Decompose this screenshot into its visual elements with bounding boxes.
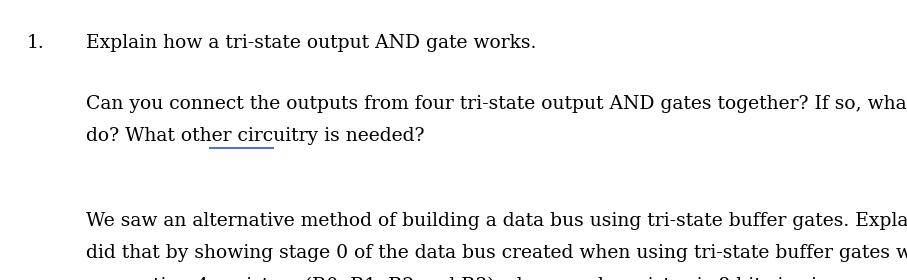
Text: do? What other circuitry is needed?: do? What other circuitry is needed? (86, 127, 424, 145)
Text: Explain how a tri-state output AND gate works.: Explain how a tri-state output AND gate … (86, 34, 537, 52)
Text: We saw an alternative method of building a data bus using tri-state buffer gates: We saw an alternative method of building… (86, 212, 907, 230)
Text: connecting 4 registers (R0, R1, R2 and R3) where each register is 8 bits in size: connecting 4 registers (R0, R1, R2 and R… (86, 276, 844, 280)
Text: 1.: 1. (27, 34, 45, 52)
Text: did that by showing stage 0 of the data bus created when using tri-state buffer : did that by showing stage 0 of the data … (86, 244, 907, 262)
Text: Can you connect the outputs from four tri-state output AND gates together? If so: Can you connect the outputs from four tr… (86, 95, 907, 113)
